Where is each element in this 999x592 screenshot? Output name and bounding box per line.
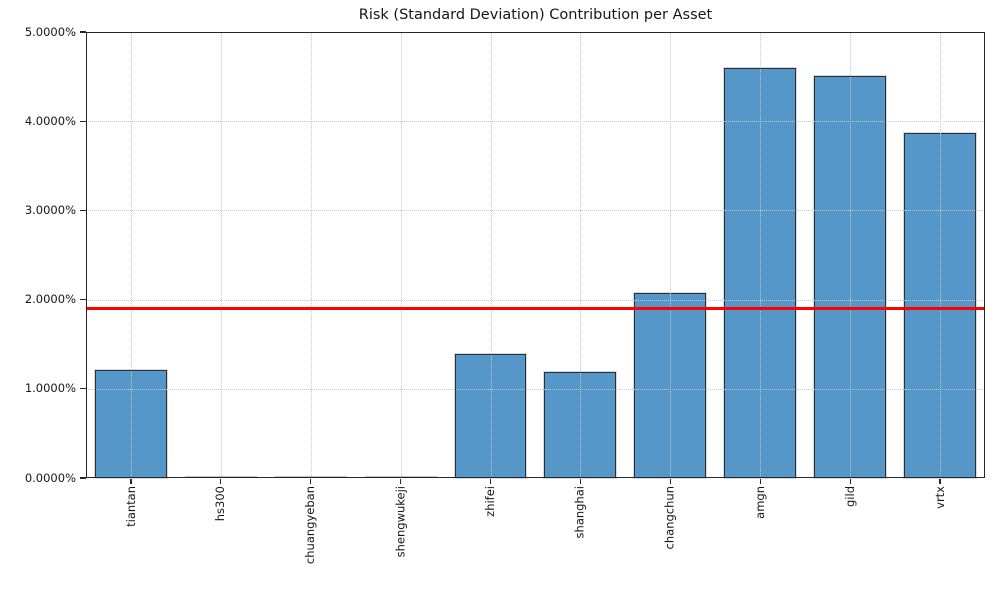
y-tick-label: 5.0000%	[24, 24, 76, 39]
x-tick-mark	[220, 479, 222, 484]
gridline-vertical	[400, 32, 402, 478]
x-tick-mark	[669, 479, 671, 484]
x-tick-mark	[939, 479, 941, 484]
gridline-horizontal	[86, 299, 985, 301]
gridline-horizontal	[86, 121, 985, 123]
gridline-vertical	[490, 32, 492, 478]
chart-title: Risk (Standard Deviation) Contribution p…	[358, 7, 713, 23]
gridline-vertical	[760, 32, 762, 478]
gridline-vertical	[310, 32, 312, 478]
y-tick-label: 2.0000%	[24, 292, 76, 307]
x-tick-label-text: tiantan	[123, 486, 138, 527]
x-tick-label-text: changchun	[662, 486, 677, 550]
x-tick-mark	[759, 479, 761, 484]
reference-line	[86, 307, 985, 310]
y-tick-mark	[80, 299, 86, 301]
y-tick-mark	[80, 388, 86, 390]
gridline-vertical	[130, 32, 132, 478]
x-tick-mark	[579, 479, 582, 484]
x-tick-mark	[130, 479, 132, 484]
x-tick-label-text: shanghai	[572, 486, 587, 539]
gridline-vertical	[580, 32, 582, 478]
x-tick-label-text: vrtx	[932, 486, 947, 509]
y-tick-mark	[80, 477, 86, 479]
x-tick-mark	[310, 479, 312, 484]
gridline-vertical	[220, 32, 222, 478]
bar-changchun	[633, 292, 708, 479]
x-tick-label-text: hs300	[213, 486, 228, 522]
x-tick-mark	[400, 479, 402, 484]
y-tick-mark	[80, 31, 86, 33]
bar-vrtx	[903, 131, 977, 479]
y-tick-label: 4.0000%	[24, 113, 76, 128]
y-tick-label: 3.0000%	[24, 202, 76, 217]
y-tick-mark	[80, 209, 86, 211]
x-tick-label-text: amgn	[752, 486, 767, 519]
y-tick-label: 1.0000%	[24, 381, 76, 396]
x-tick-label-text: chuangyeban	[303, 486, 318, 565]
gridline-horizontal	[86, 210, 985, 212]
gridline-vertical	[850, 32, 852, 478]
bar-amgn	[723, 66, 798, 479]
gridline-vertical	[940, 32, 942, 478]
x-tick-label-text: zhifei	[483, 486, 498, 517]
gridline-horizontal	[86, 388, 985, 390]
y-tick-mark	[80, 120, 86, 122]
y-tick-label: 0.0000%	[24, 470, 76, 485]
gridline-vertical	[670, 32, 672, 478]
x-tick-label-text: gild	[842, 486, 857, 507]
x-tick-mark	[849, 479, 851, 484]
x-tick-label-text: shengwukeji	[393, 486, 408, 558]
bar-zhifei	[453, 353, 528, 479]
x-tick-mark	[489, 479, 492, 484]
